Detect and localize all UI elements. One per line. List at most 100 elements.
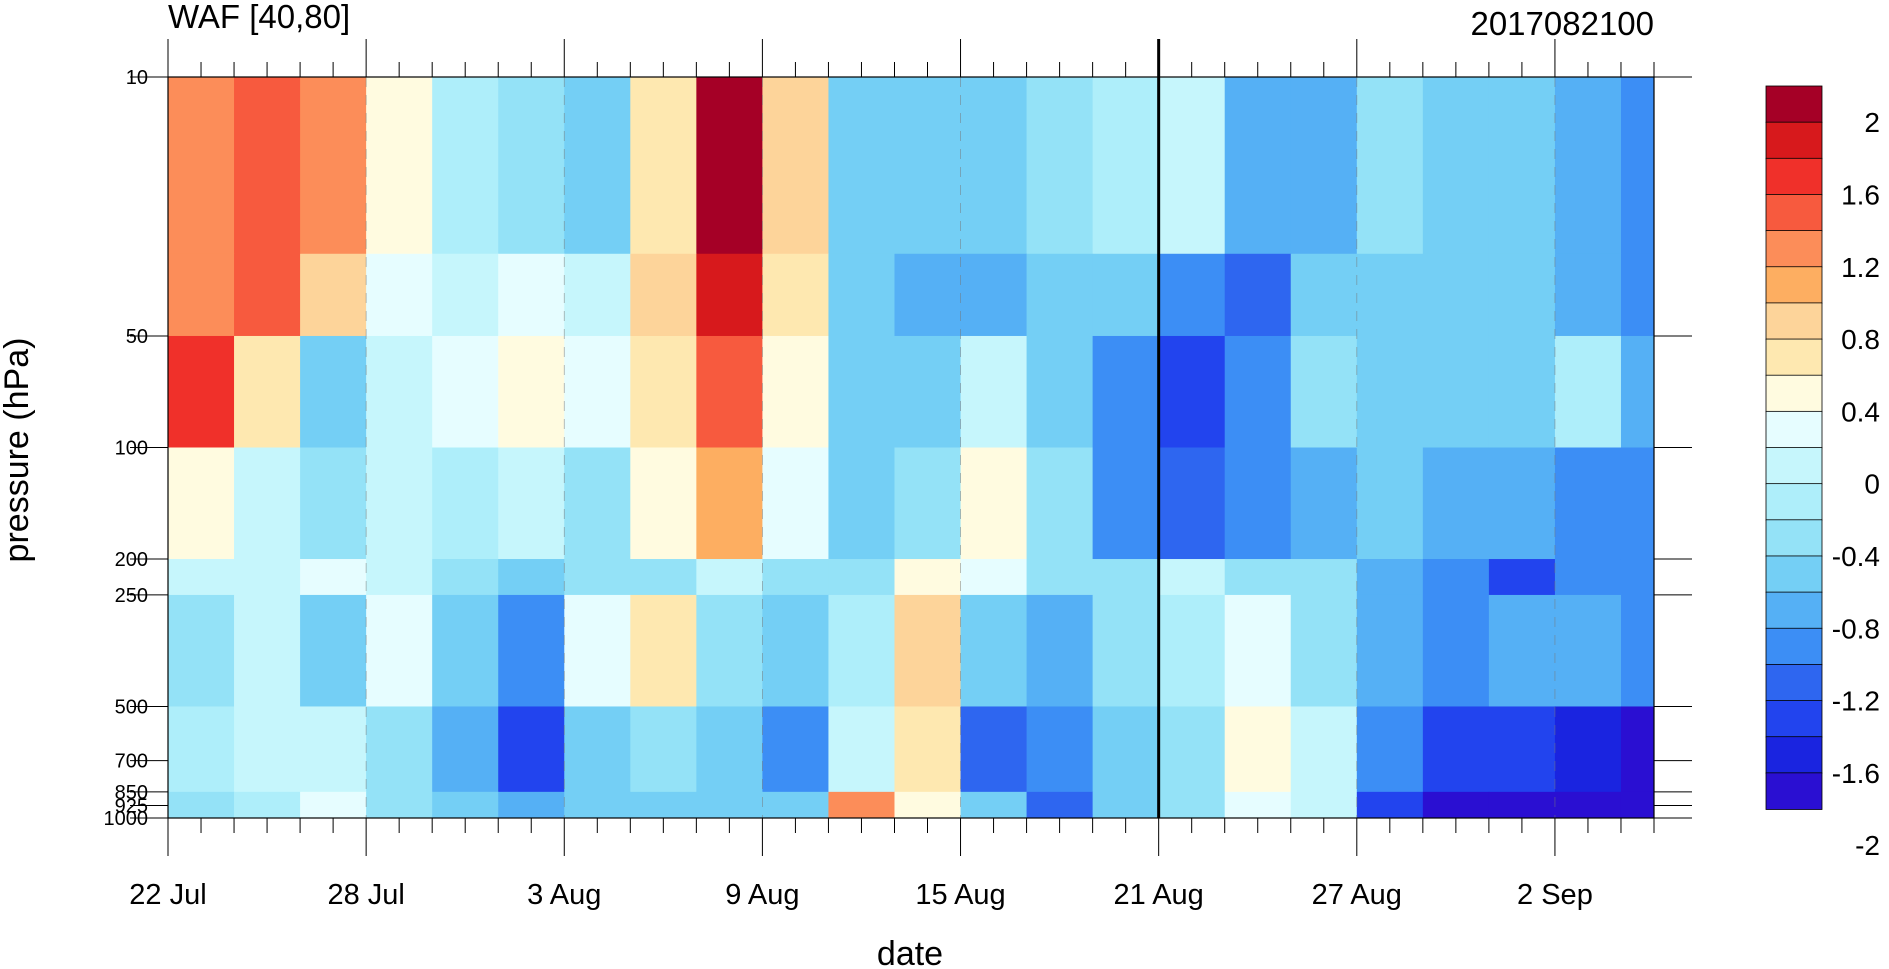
colorbar-swatch	[1765, 302, 1823, 340]
heatmap-cell	[168, 335, 235, 448]
chart-subtitle: 2017082100	[1470, 5, 1654, 42]
y-tick-label: 700	[115, 751, 148, 773]
colorbar-label: -1.6	[1832, 758, 1880, 789]
heatmap-cell	[762, 559, 829, 596]
y-tick-label: 925	[115, 795, 148, 817]
x-tick-label: 21 Aug	[1114, 879, 1204, 911]
colorbar-swatch	[1765, 157, 1823, 196]
heatmap-cell	[1554, 335, 1622, 448]
y-tick-label: 50	[126, 326, 148, 348]
heatmap-cell	[498, 335, 565, 448]
y-tick-label: 1000	[104, 808, 149, 830]
heatmap-cell	[168, 559, 235, 596]
heatmap-cell	[828, 253, 895, 337]
heatmap-cell	[498, 447, 565, 560]
x-tick-label: 3 Aug	[527, 879, 601, 911]
heatmap-cell	[300, 791, 367, 819]
heatmap-cell	[1620, 335, 1655, 448]
heatmap-cell	[762, 594, 829, 707]
colorbar-label: -2	[1855, 830, 1880, 861]
x-tick-label: 2 Sep	[1517, 879, 1593, 911]
heatmap-cell	[168, 594, 235, 707]
heatmap-cell	[1290, 706, 1358, 793]
heatmap-cell	[1026, 447, 1094, 560]
heatmap-cell	[300, 559, 367, 596]
y-tick-label: 10	[126, 67, 148, 89]
heatmap-cell	[1026, 335, 1094, 448]
colorbar-label: 0.8	[1841, 324, 1880, 355]
heatmap-cell	[1158, 447, 1226, 560]
heatmap-cell	[1620, 447, 1655, 560]
heatmap-cell	[366, 447, 433, 560]
heatmap-cell	[828, 447, 895, 560]
heatmap-cell	[1026, 559, 1094, 596]
heatmap-cell	[1488, 77, 1556, 255]
heatmap-cell	[1356, 77, 1424, 255]
colorbar-swatch	[1765, 85, 1823, 124]
colorbar-label: 0.4	[1841, 396, 1880, 427]
heatmap-cell	[366, 253, 433, 337]
colorbar-swatch	[1765, 700, 1823, 738]
heatmap-cell	[498, 791, 565, 819]
heatmap-cell	[696, 447, 763, 560]
heatmap-cell	[1158, 77, 1226, 255]
heatmap-cell	[1356, 253, 1424, 337]
colorbar: 2 1.6 1.2 0.8 0.4 0 -0.4 -0.8 -1.2 -1.6 -2	[1765, 85, 1880, 861]
heatmap-cell	[1422, 791, 1490, 819]
heatmap-cell	[1092, 447, 1160, 560]
heatmap-cell	[366, 594, 433, 707]
heatmap-cell	[894, 594, 962, 707]
colorbar-swatch	[1765, 591, 1823, 630]
x-axis-label: date	[877, 935, 943, 969]
heatmap-cell	[1224, 791, 1292, 819]
heatmap-cell	[762, 335, 829, 448]
heatmap-cell	[960, 559, 1028, 596]
heatmap-cell	[696, 791, 763, 819]
x-axis: 22 Jul 28 Jul 3 Aug 9 Aug 15 Aug 21 Aug 27 Aug…	[129, 39, 1655, 911]
heatmap-cell	[630, 253, 697, 337]
heatmap-cell	[432, 559, 499, 596]
heatmap-cell	[1620, 706, 1655, 793]
heatmap-cell	[828, 335, 895, 448]
heatmap-cell	[1554, 594, 1622, 707]
heatmap-cell	[630, 335, 697, 448]
heatmap-cell	[432, 706, 499, 793]
x-tick-label: 27 Aug	[1312, 879, 1402, 911]
colorbar-swatch	[1765, 519, 1823, 557]
heatmap-cell	[564, 253, 631, 337]
heatmap-cell	[894, 335, 962, 448]
heatmap-cell	[1356, 559, 1424, 596]
heatmap-cell	[432, 335, 499, 448]
heatmap-cell	[432, 594, 499, 707]
colorbar-swatch	[1765, 338, 1823, 377]
heatmap-cell	[1026, 594, 1094, 707]
heatmap-cell	[366, 559, 433, 596]
heatmap-cell	[828, 77, 895, 255]
heatmap-cell	[1158, 253, 1226, 337]
heatmap-cell	[1224, 77, 1292, 255]
heatmap-cell	[1290, 447, 1358, 560]
heatmap-cell	[1422, 447, 1490, 560]
colorbar-swatch	[1765, 483, 1823, 521]
x-tick-label: 15 Aug	[915, 879, 1005, 911]
heatmap-cell	[696, 253, 763, 337]
heatmap-cell	[1488, 594, 1556, 707]
heatmap-cell	[960, 706, 1028, 793]
heatmap-cell	[1026, 77, 1094, 255]
heatmap-cell	[960, 447, 1028, 560]
y-tick-label: 850	[115, 782, 148, 804]
heatmap-field	[168, 77, 1655, 819]
heatmap-cell	[564, 791, 631, 819]
colorbar-swatch	[1765, 447, 1823, 485]
heatmap-cell	[828, 791, 895, 819]
heatmap-cell	[1422, 253, 1490, 337]
heatmap-cell	[366, 791, 433, 819]
heatmap-cell	[432, 791, 499, 819]
heatmap-cell	[168, 77, 235, 255]
heatmap-cell	[630, 594, 697, 707]
chart-title: WAF [40,80]	[168, 0, 350, 35]
heatmap-cell	[630, 706, 697, 793]
heatmap-cell	[564, 594, 631, 707]
heatmap-cell	[1422, 77, 1490, 255]
